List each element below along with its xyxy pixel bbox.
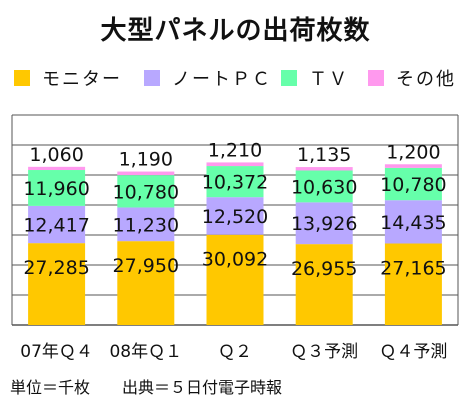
value-label-notebook-pc: 12,520	[202, 206, 268, 228]
x-tick-label: Ｑ４予測	[379, 342, 447, 362]
value-label-tv: 10,630	[291, 176, 357, 198]
value-label-tv: 10,780	[380, 174, 446, 196]
legend-swatch-tv	[281, 70, 297, 86]
legend-swatch-other	[368, 70, 384, 86]
legend-swatch-monitor	[14, 70, 30, 86]
chart-title: 大型パネルの出荷枚数	[100, 16, 371, 46]
legend-label-monitor: モニター	[42, 69, 122, 90]
bar-segment-tv	[384, 167, 442, 201]
bar-segment-other	[28, 166, 86, 171]
bar-segment-monitor	[28, 243, 86, 325]
legend-item-monitor: モニター	[14, 66, 122, 90]
legend-label-other: その他	[396, 69, 456, 90]
legend-swatch-notebook-pc	[144, 70, 160, 86]
footnote: 単位＝千枚 出典＝５日付電子時報	[10, 378, 283, 397]
value-label-monitor: 30,092	[202, 249, 268, 271]
legend-label-notebook-pc: ノートＰＣ	[172, 69, 272, 90]
value-label-tv: 11,960	[23, 178, 89, 200]
bar-segment-notebook-pc	[384, 200, 442, 244]
value-label-monitor: 26,955	[291, 258, 357, 280]
bar-segment-monitor	[206, 234, 264, 325]
legend-item-other: その他	[368, 66, 456, 90]
value-label-other: 1,135	[297, 144, 351, 166]
x-tick-label: 07年Ｑ４	[20, 342, 93, 362]
value-label-notebook-pc: 13,926	[291, 213, 357, 235]
bar-segment-tv	[117, 175, 175, 208]
value-label-tv: 10,780	[113, 181, 179, 203]
bar-segment-other	[295, 167, 353, 171]
value-label-other: 1,200	[386, 141, 440, 163]
x-tick-label: 08年Ｑ１	[109, 342, 182, 362]
value-label-other: 1,210	[208, 139, 262, 161]
bar-segment-tv	[206, 166, 264, 198]
value-label-notebook-pc: 11,230	[113, 214, 179, 236]
bar-segment-monitor	[295, 244, 353, 325]
bar-segment-other	[117, 171, 175, 176]
bar-segment-notebook-pc	[28, 205, 86, 244]
bar-segment-monitor	[384, 243, 442, 325]
legend-item-tv: ＴＶ	[281, 66, 349, 90]
x-tick-label: Ｑ２	[218, 342, 252, 362]
bar-segment-tv	[295, 170, 353, 203]
value-label-other: 1,060	[29, 144, 83, 166]
legend-label-tv: ＴＶ	[309, 69, 349, 90]
value-label-monitor: 27,165	[380, 258, 446, 280]
x-tick-label: Ｑ３予測	[290, 342, 358, 362]
bar-segment-notebook-pc	[117, 207, 175, 242]
bar-segment-other	[384, 164, 442, 168]
value-label-tv: 10,372	[202, 172, 268, 194]
legend: モニター ノートＰＣ ＴＶ その他	[14, 66, 464, 90]
value-label-notebook-pc: 14,435	[380, 212, 446, 234]
value-label-notebook-pc: 12,417	[23, 215, 89, 237]
value-label-monitor: 27,950	[113, 255, 179, 277]
legend-item-notebook-pc: ノートＰＣ	[144, 66, 272, 90]
bar-segment-tv	[28, 170, 86, 206]
value-label-other: 1,190	[119, 149, 173, 171]
bar-segment-notebook-pc	[206, 197, 264, 235]
value-label-monitor: 27,285	[23, 257, 89, 279]
bar-segment-notebook-pc	[295, 202, 353, 245]
bar-segment-other	[206, 162, 264, 167]
bar-segment-monitor	[117, 241, 175, 325]
